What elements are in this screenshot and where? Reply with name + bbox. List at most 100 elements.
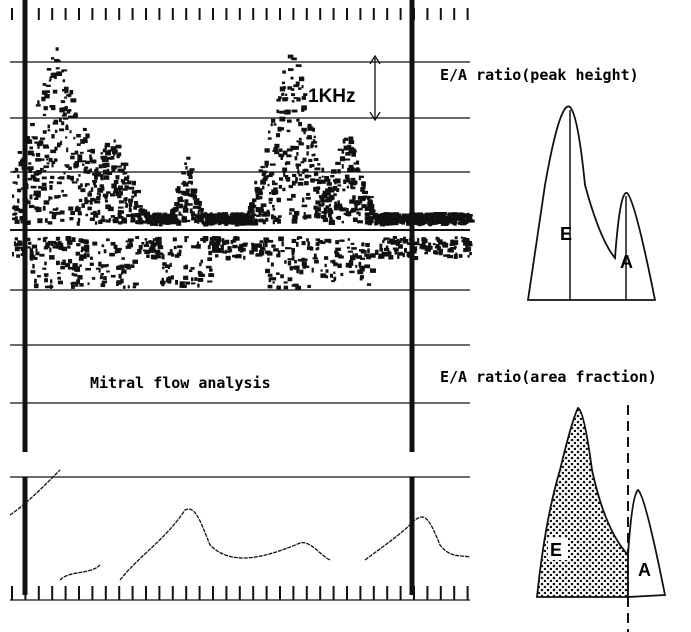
speckle [175,188,179,192]
speckle [341,164,344,169]
speckle [94,175,98,180]
speckle [261,213,267,217]
speckle [383,247,390,252]
speckle [378,253,382,257]
speckle [35,209,39,213]
speckle [342,138,346,144]
speckle [163,217,168,221]
speckle [428,242,432,247]
speckle [150,221,153,226]
speckle [34,283,39,289]
speckle [18,246,24,249]
speckle [69,90,74,95]
speckle [35,195,39,199]
speckle [348,180,353,185]
speckle [452,240,459,245]
speckle [432,243,436,246]
speckle [23,143,28,147]
speckle [226,216,231,221]
speckle [34,197,39,201]
speckle [232,214,235,219]
speckle [123,162,129,167]
speckle [238,246,241,252]
speckle [62,194,68,197]
speckle [97,209,101,215]
speckle [324,177,329,182]
speckle [316,190,320,194]
speckle [329,218,332,223]
speckle [178,211,181,214]
speckle [168,276,173,279]
speckle [40,137,46,140]
speckle [297,258,304,262]
speckle [405,216,411,221]
speckle [186,156,191,160]
speckle [254,186,260,192]
speckle [280,127,285,131]
speckle [198,272,203,278]
speckle [302,157,307,162]
speckle [234,254,238,259]
speckle [267,137,272,140]
speckle [313,178,320,182]
speckle [419,243,425,249]
speckle [374,217,378,221]
speckle [339,156,346,162]
speckle [182,180,186,185]
speckle [17,151,23,154]
speckle [297,182,304,186]
speckle [252,198,257,203]
speckle [420,216,423,219]
speckle [21,187,26,190]
speckle [366,256,371,260]
speckle [414,212,421,216]
speckle [454,214,460,219]
speckle [431,212,435,217]
speckle [207,221,210,225]
speckle [14,219,20,224]
speckle [469,251,472,256]
speckle [60,218,65,222]
speckle [35,248,38,254]
speckle [382,239,385,244]
speckle [232,254,235,258]
speckle [376,217,380,221]
speckle [344,208,349,212]
speckle [82,163,85,166]
speckle [366,244,370,248]
speckle [350,150,357,153]
speckle [370,268,376,273]
speckle [291,93,296,97]
speckle [233,216,239,220]
speckle [169,249,173,253]
speckle [60,265,65,270]
speckle [286,198,293,201]
speckle [315,238,321,241]
speckle [344,158,351,161]
speckle [50,57,55,60]
speckle [296,118,300,122]
speckle [118,185,123,191]
speckle [119,168,123,173]
speckle [425,216,428,219]
speckle [177,197,181,202]
speckle [179,281,185,287]
speckle [72,263,78,268]
speckle [73,114,78,118]
speckle [27,177,33,181]
speckle [197,219,200,224]
speckle [457,216,462,222]
speckle [291,88,295,91]
speckle [247,209,253,214]
speckle [195,215,200,219]
speckle [311,153,315,157]
speckle [336,188,340,192]
speckle [295,285,302,291]
speckle [230,240,234,244]
panel-title: E/A ratio(area fraction) [440,368,657,386]
speckle [401,221,406,225]
speckle [188,193,192,197]
speckle [271,189,277,193]
speckle [314,259,319,264]
speckle [153,213,158,216]
